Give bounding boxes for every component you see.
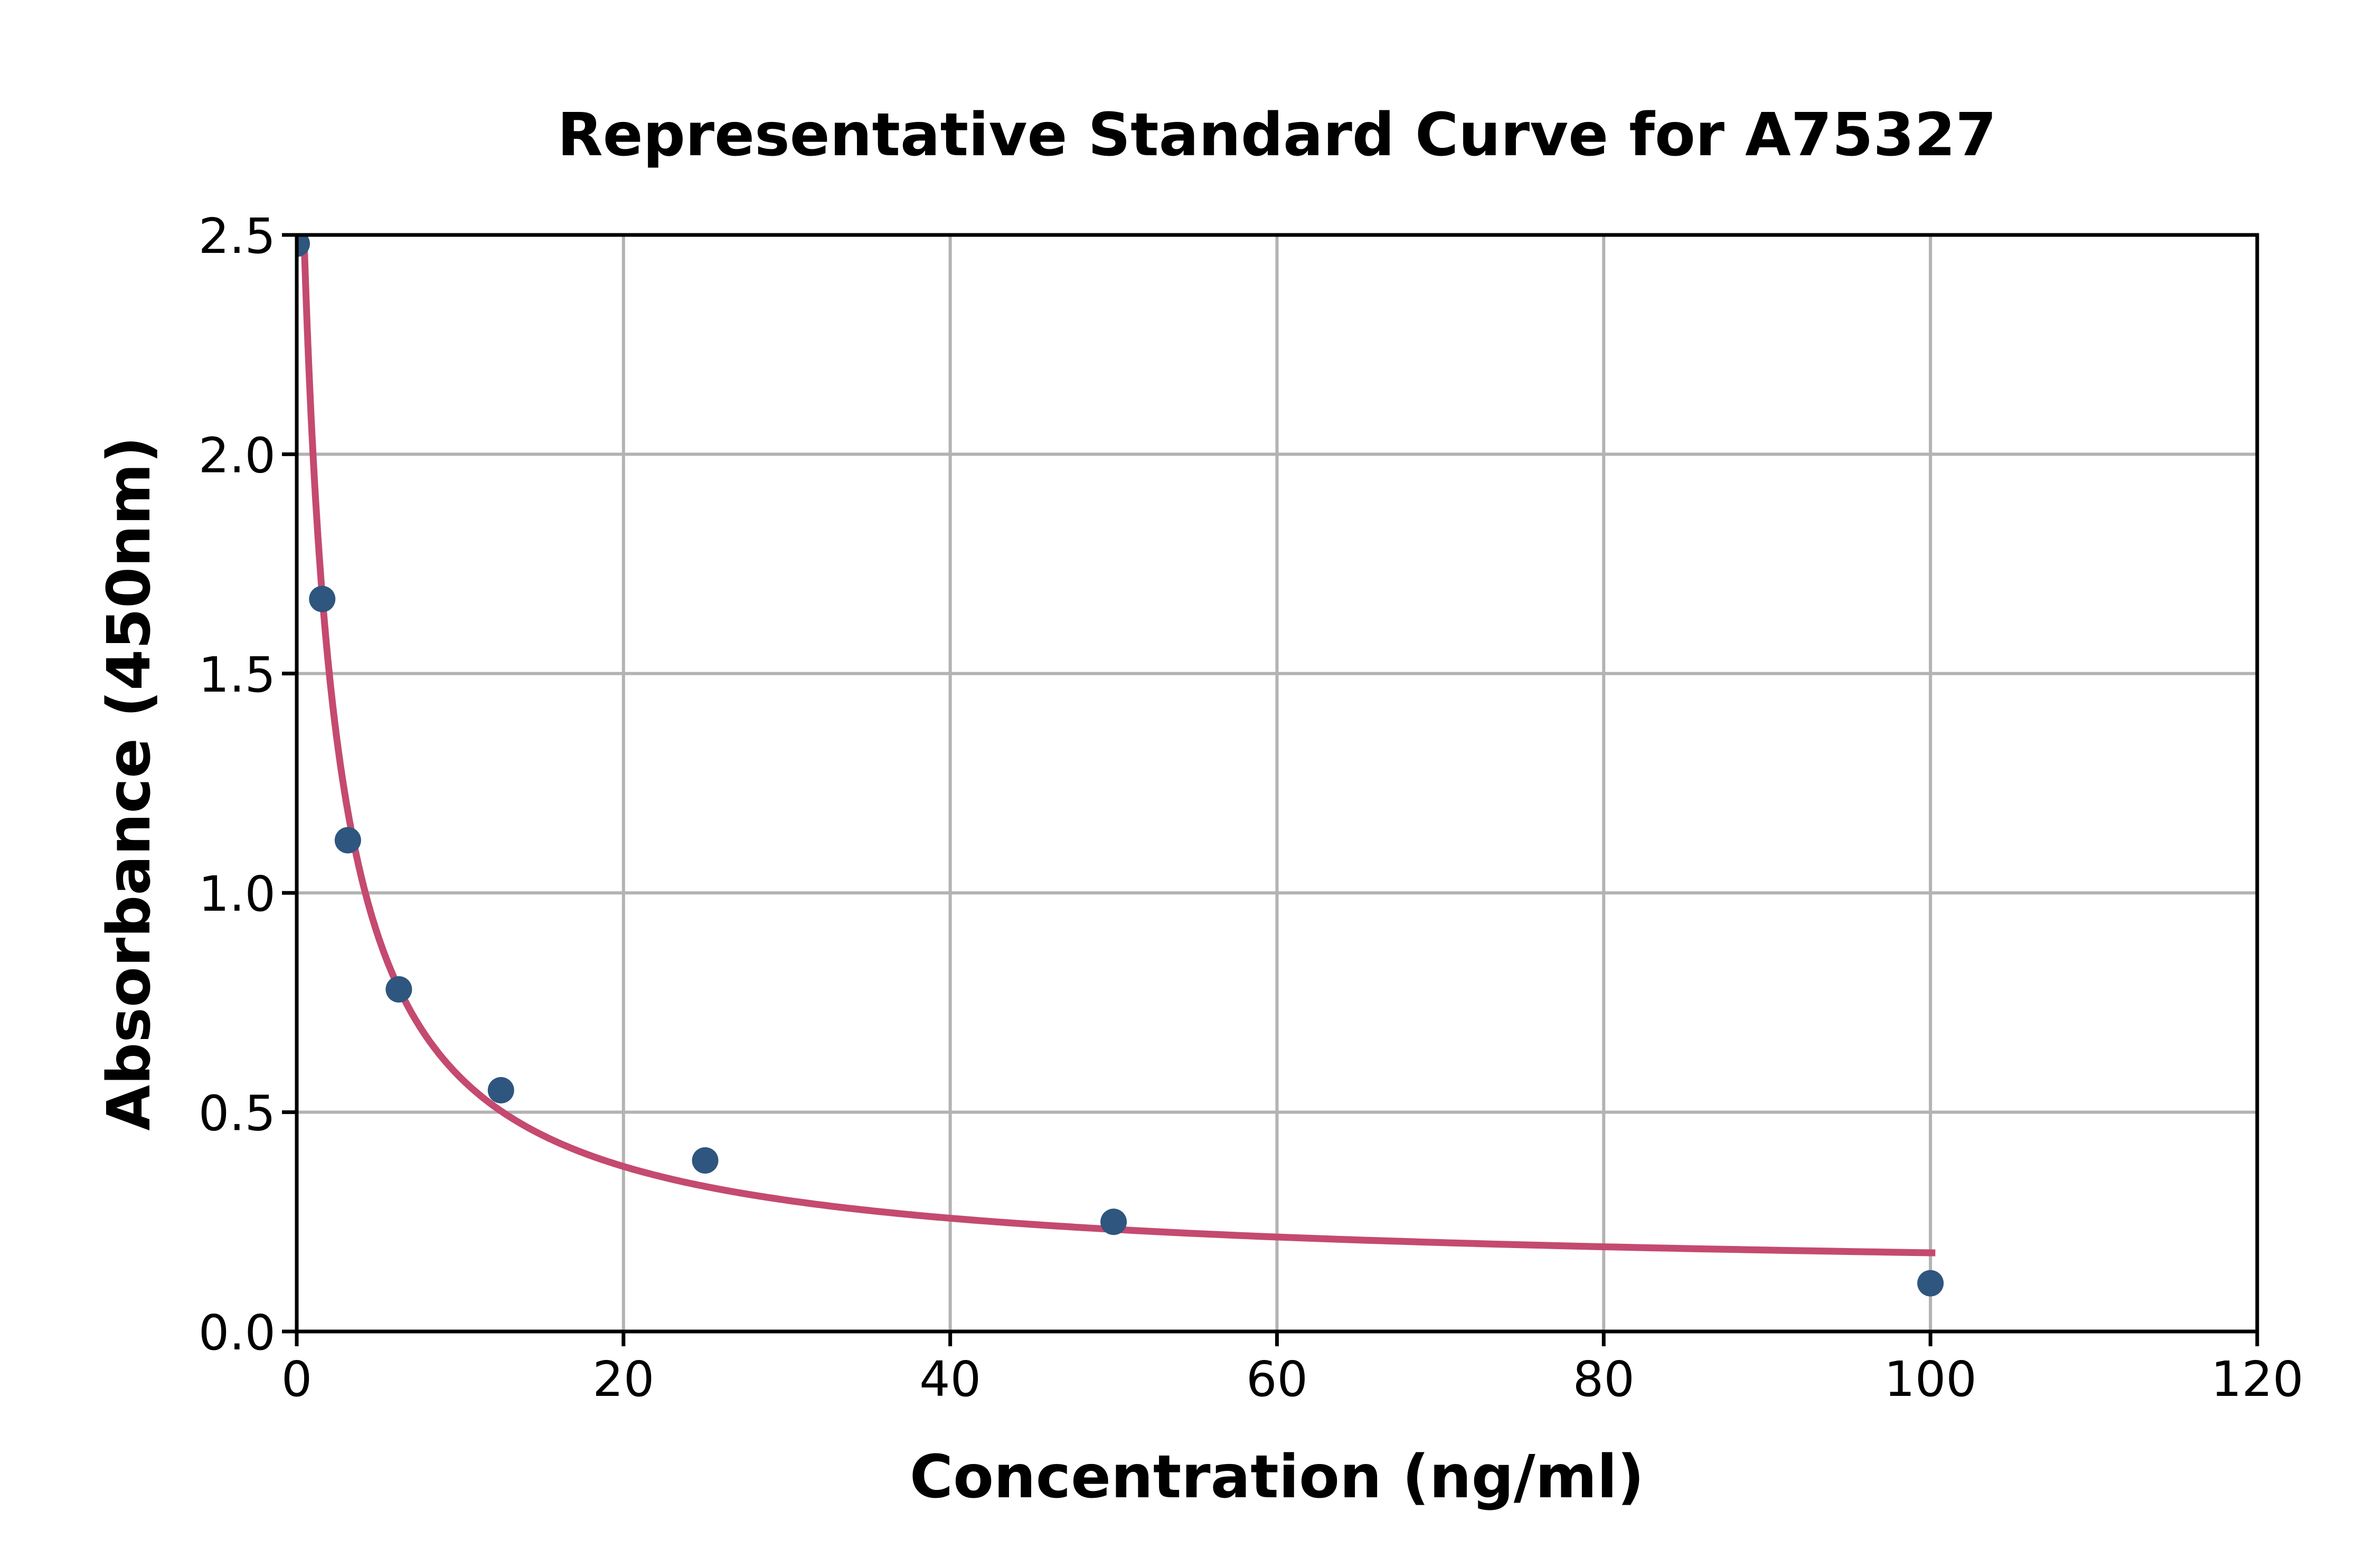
x-tick-label: 100 bbox=[1884, 1351, 1977, 1408]
x-tick-label: 0 bbox=[281, 1351, 313, 1408]
y-tick-label: 2.5 bbox=[199, 208, 276, 265]
chart-title: Representative Standard Curve for A75327 bbox=[557, 101, 1997, 169]
data-point bbox=[334, 827, 361, 854]
data-point bbox=[1100, 1208, 1127, 1235]
x-tick-label: 120 bbox=[2211, 1351, 2304, 1408]
y-tick-label: 1.5 bbox=[199, 647, 276, 703]
x-tick-label: 20 bbox=[592, 1351, 654, 1408]
data-point bbox=[297, 235, 310, 257]
y-tick-label: 1.0 bbox=[199, 866, 276, 922]
y-axis-label: Absorbance (450nm) bbox=[95, 436, 164, 1131]
y-tick-label: 2.0 bbox=[199, 427, 276, 484]
data-point bbox=[385, 976, 412, 1003]
y-tick-label: 0.5 bbox=[199, 1085, 276, 1142]
x-tick-label: 40 bbox=[919, 1351, 981, 1408]
data-point bbox=[309, 585, 336, 612]
data-point bbox=[487, 1077, 514, 1104]
x-axis-label: Concentration (ng/ml) bbox=[909, 1443, 1645, 1512]
y-tick-label: 0.0 bbox=[199, 1305, 276, 1361]
data-point bbox=[1917, 1270, 1944, 1297]
data-point bbox=[692, 1147, 719, 1174]
x-tick-label: 80 bbox=[1573, 1351, 1635, 1408]
x-tick-label: 60 bbox=[1246, 1351, 1308, 1408]
fit-curve bbox=[300, 235, 1936, 1257]
